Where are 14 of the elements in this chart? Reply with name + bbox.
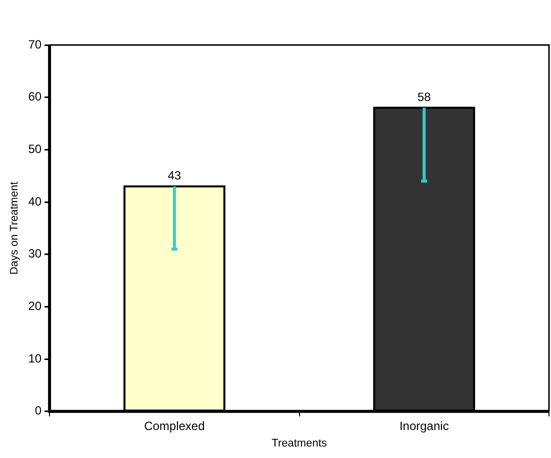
y-tick-label: 10 xyxy=(28,351,42,366)
y-tick-label: 30 xyxy=(28,246,42,261)
y-tick-label: 0 xyxy=(34,404,42,418)
y-tick-label: 40 xyxy=(28,194,42,208)
y-tick-label: 70 xyxy=(28,37,42,52)
x-tick-label: Complexed xyxy=(144,418,205,433)
data-label: 43 xyxy=(168,168,182,183)
x-tick-label: Inorganic xyxy=(399,418,449,433)
y-axis-title: Days on Treatment xyxy=(8,182,21,275)
x-axis-title: Treatments xyxy=(272,437,328,450)
data-label: 58 xyxy=(417,90,432,104)
y-tick-label: 60 xyxy=(28,90,42,104)
y-tick-label: 20 xyxy=(28,299,42,314)
y-tick-label: 50 xyxy=(28,142,42,156)
